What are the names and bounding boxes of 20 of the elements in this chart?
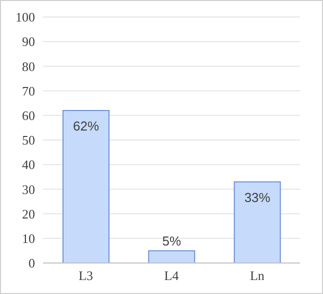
data-label: 33% bbox=[244, 190, 271, 205]
bar bbox=[234, 181, 281, 263]
y-tick-label: 90 bbox=[22, 34, 35, 50]
data-label: 62% bbox=[72, 118, 100, 134]
x-tick-label: Ln bbox=[250, 268, 265, 284]
y-tick-label: 30 bbox=[22, 182, 35, 197]
y-tick-label: 100 bbox=[16, 10, 35, 25]
y-tick-label: 0 bbox=[28, 256, 35, 271]
y-tick-label: 20 bbox=[22, 206, 35, 222]
bar bbox=[62, 110, 110, 263]
x-tick-label: L3 bbox=[78, 268, 94, 284]
y-tick-label: 70 bbox=[22, 83, 35, 98]
x-tick-label: L4 bbox=[164, 268, 180, 284]
y-tick-label: 60 bbox=[22, 108, 35, 124]
y-tick-label: 50 bbox=[22, 132, 35, 148]
bar bbox=[148, 250, 196, 263]
y-tick-label: 40 bbox=[22, 157, 35, 172]
y-tick-label: 80 bbox=[22, 58, 35, 74]
y-tick-label: 10 bbox=[22, 231, 35, 246]
data-label: 5% bbox=[162, 234, 182, 249]
